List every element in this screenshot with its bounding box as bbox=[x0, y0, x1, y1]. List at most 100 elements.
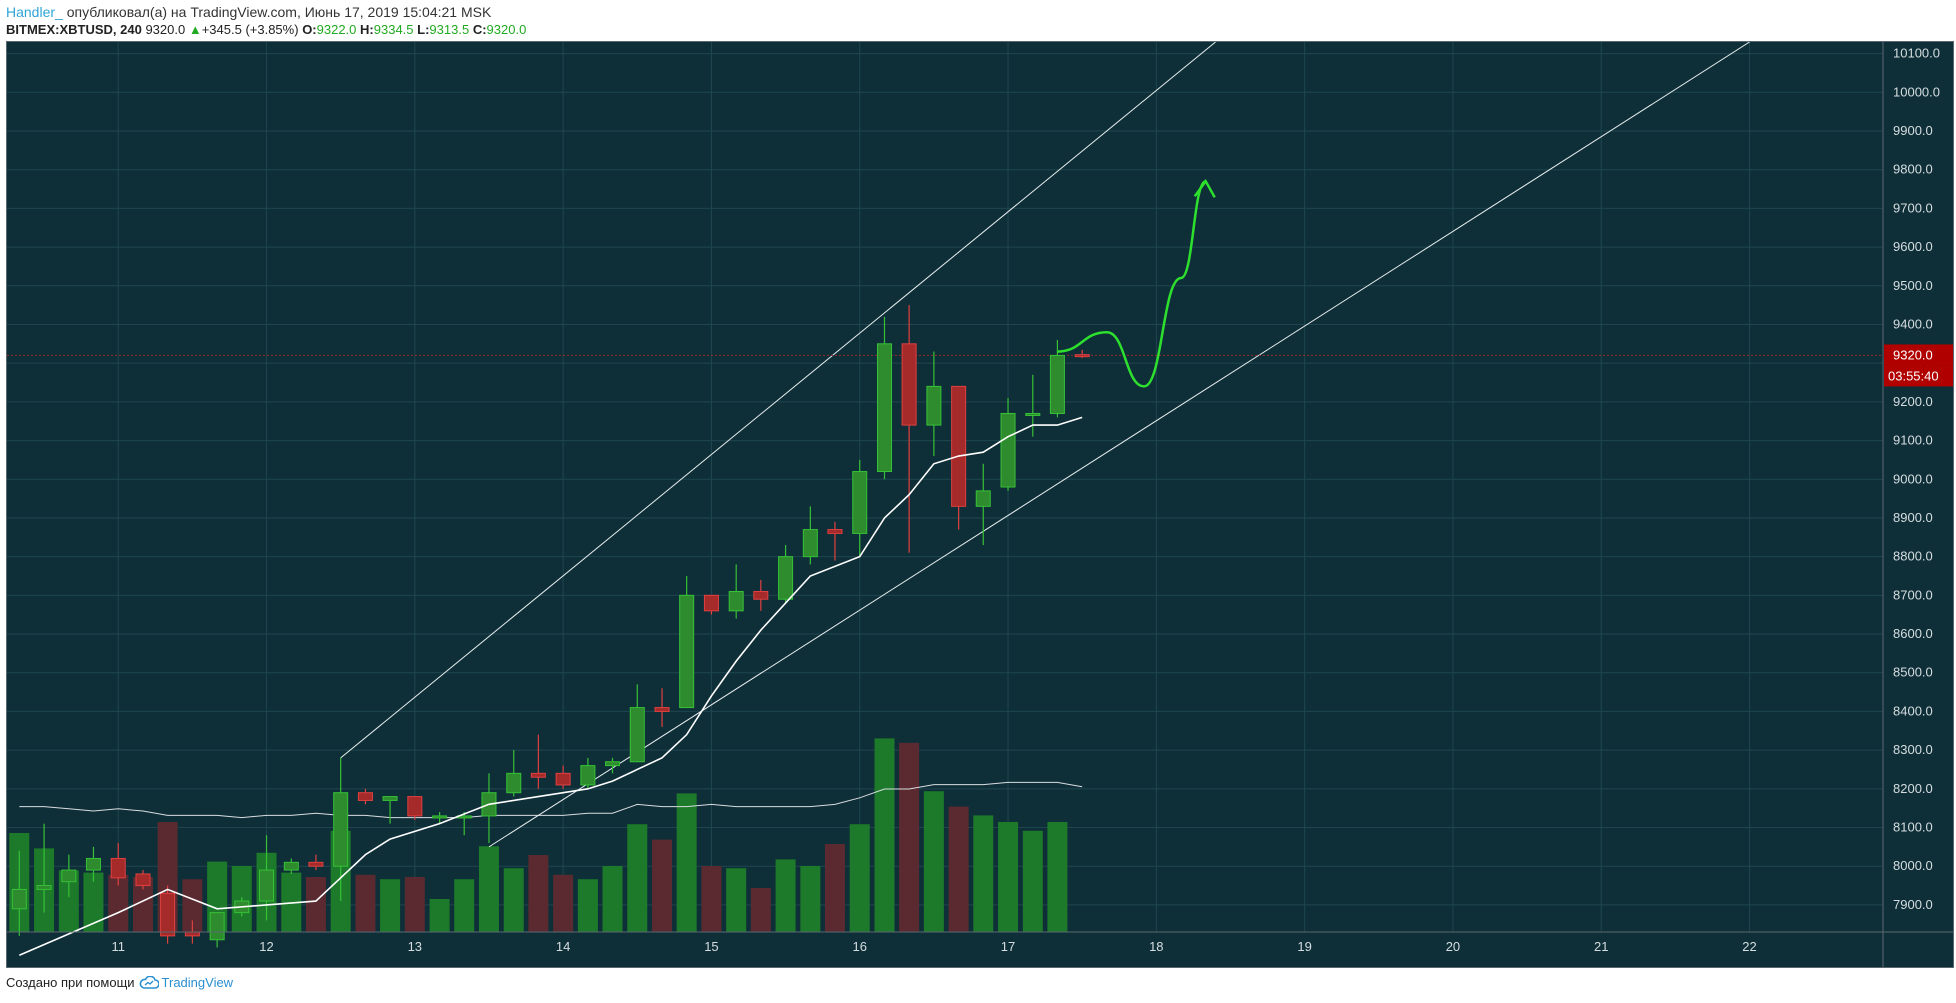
candle-body bbox=[827, 529, 843, 534]
last-price: 9320.0 bbox=[145, 22, 186, 37]
publish-header: Handler_ опубликовал(а) на TradingView.c… bbox=[6, 3, 491, 22]
time-tick-label: 16 bbox=[852, 939, 866, 954]
price-tick-label: 9200.0 bbox=[1893, 394, 1933, 409]
time-tick-label: 20 bbox=[1446, 939, 1460, 954]
volume-bar bbox=[849, 824, 870, 932]
volume-bar bbox=[923, 791, 944, 932]
volume-bar bbox=[726, 868, 747, 932]
tradingview-brand-label: TradingView bbox=[161, 975, 234, 990]
high-value: 9334.5 bbox=[373, 22, 414, 37]
candle-body bbox=[753, 590, 769, 600]
created-with-text: Создано при помощи bbox=[6, 975, 135, 990]
candle-body bbox=[679, 594, 695, 709]
volume-bar bbox=[998, 822, 1019, 932]
symbol-label: BITMEX:XBTUSD, 240 bbox=[6, 22, 142, 37]
volume-bar bbox=[83, 872, 104, 932]
time-tick-label: 18 bbox=[1149, 939, 1163, 954]
volume-bar bbox=[553, 874, 574, 932]
candle-body bbox=[605, 761, 621, 767]
candle-body bbox=[11, 888, 27, 910]
price-tick-label: 8000.0 bbox=[1893, 858, 1933, 873]
price-tick-label: 9700.0 bbox=[1893, 200, 1933, 215]
candle-body bbox=[876, 343, 892, 473]
candle-body bbox=[1000, 412, 1016, 488]
candlestick-chart[interactable]: 7900.0 8000.0 8100.0 8200.0 8300.0 8400.0 8500… bbox=[7, 42, 1953, 967]
candle-body bbox=[333, 792, 349, 867]
volume-bar bbox=[948, 806, 969, 932]
open-value: 9322.0 bbox=[316, 22, 357, 37]
candle-body bbox=[110, 857, 126, 879]
published-text: опубликовал(а) на TradingView.com, Июнь … bbox=[66, 4, 492, 20]
time-tick-label: 15 bbox=[704, 939, 718, 954]
volume-bar bbox=[577, 879, 598, 932]
volume-bar bbox=[404, 877, 425, 932]
volume-bar bbox=[528, 855, 549, 932]
candle-body bbox=[283, 861, 299, 871]
volume-bar bbox=[1047, 822, 1068, 932]
price-tick-label: 8900.0 bbox=[1893, 510, 1933, 525]
candle-body bbox=[975, 490, 991, 507]
volume-bar bbox=[627, 824, 648, 932]
candle-body bbox=[802, 529, 818, 558]
volume-bar bbox=[676, 793, 697, 932]
candle-body bbox=[160, 892, 176, 937]
candle-body bbox=[580, 765, 596, 786]
time-tick-label: 14 bbox=[556, 939, 570, 954]
candle-body bbox=[926, 385, 942, 426]
price-tick-label: 9400.0 bbox=[1893, 316, 1933, 331]
price-tick-label: 8600.0 bbox=[1893, 626, 1933, 641]
chart-area[interactable]: 7900.0 8000.0 8100.0 8200.0 8300.0 8400.0 8500… bbox=[6, 41, 1954, 968]
volume-bar bbox=[1022, 830, 1043, 932]
projection-curve bbox=[1057, 180, 1207, 388]
volume-bar bbox=[503, 868, 524, 932]
price-tick-label: 9000.0 bbox=[1893, 471, 1933, 486]
price-tick-label: 8400.0 bbox=[1893, 703, 1933, 718]
candle-body bbox=[61, 869, 77, 883]
candle-body bbox=[901, 343, 917, 426]
time-tick-label: 11 bbox=[111, 939, 125, 954]
price-tick-label: 8800.0 bbox=[1893, 549, 1933, 564]
tradingview-cloud-icon bbox=[139, 976, 159, 989]
projection-arrow-icon bbox=[1193, 179, 1216, 198]
candle-body bbox=[1025, 412, 1041, 416]
current-price-badge bbox=[1884, 344, 1953, 366]
price-tick-label: 9600.0 bbox=[1893, 239, 1933, 254]
tradingview-brand[interactable]: TradingView bbox=[139, 975, 234, 990]
time-tick-label: 21 bbox=[1594, 939, 1608, 954]
candle-body bbox=[308, 861, 324, 867]
candle-body bbox=[778, 556, 794, 600]
candle-body bbox=[1074, 354, 1090, 358]
footer: Создано при помощи TradingView bbox=[6, 975, 233, 990]
volume-bar bbox=[750, 888, 771, 932]
volume-bar bbox=[775, 859, 796, 932]
volume-bar bbox=[108, 874, 129, 932]
candle-body bbox=[506, 772, 522, 794]
candle-body bbox=[357, 792, 373, 801]
volume-bar bbox=[132, 877, 153, 932]
price-tick-label: 8300.0 bbox=[1893, 742, 1933, 757]
candle-body bbox=[852, 471, 868, 534]
low-value: 9313.5 bbox=[429, 22, 470, 37]
volume-bar bbox=[380, 879, 401, 932]
candle-body bbox=[209, 912, 225, 941]
time-tick-label: 13 bbox=[408, 939, 422, 954]
candle-body bbox=[85, 857, 101, 871]
candle-body bbox=[555, 772, 571, 786]
author-link[interactable]: Handler_ bbox=[6, 4, 63, 20]
volume-bar bbox=[973, 815, 994, 932]
volume-bar bbox=[305, 877, 326, 932]
candle-body bbox=[654, 707, 670, 712]
low-label: L: bbox=[417, 22, 430, 37]
volume-bar bbox=[355, 874, 376, 932]
symbol-bar: BITMEX:XBTUSD, 240 9320.0 ▲+345.5 (+3.85… bbox=[6, 21, 526, 39]
candle-body bbox=[407, 796, 423, 817]
price-tick-label: 9800.0 bbox=[1893, 162, 1933, 177]
candle-body bbox=[951, 385, 967, 507]
high-label: H: bbox=[360, 22, 374, 37]
open-label: O: bbox=[302, 22, 317, 37]
price-tick-label: 9100.0 bbox=[1893, 433, 1933, 448]
candle-body bbox=[382, 796, 398, 801]
change-value: +345.5 (+3.85%) bbox=[201, 22, 299, 37]
volume-bar bbox=[429, 899, 450, 932]
volume-bar bbox=[899, 742, 920, 932]
